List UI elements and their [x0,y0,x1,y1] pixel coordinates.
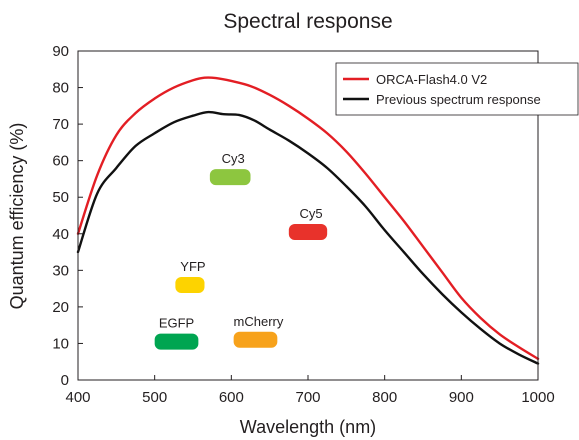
band-mcherry [233,331,278,348]
x-tick-label: 600 [219,389,244,406]
band-label-mcherry: mCherry [234,314,284,329]
band-yfp [175,276,205,293]
y-tick-label: 70 [52,116,69,133]
x-tick-label: 500 [142,389,167,406]
series-line-1 [76,76,540,360]
x-axis-label: Wavelength (nm) [240,417,376,437]
y-tick-label: 10 [52,335,69,352]
x-tick-label: 900 [449,389,474,406]
band-label-cy3: Cy3 [222,151,245,166]
band-egfp [154,333,199,350]
legend-box [335,62,579,116]
legend: ORCA-Flash4.0 V2 Previous spectrum respon… [335,62,579,116]
y-tick-label: 40 [52,226,69,243]
series-lines [76,76,540,365]
y-tick-label: 90 [52,43,69,60]
y-tick-label: 0 [61,372,69,389]
band-cy3 [209,169,251,186]
y-tick-label: 20 [52,299,69,316]
y-axis-label: Quantum efficiency (%) [7,123,27,310]
legend-label-2: Previous spectrum response [376,92,541,107]
band-label-egfp: EGFP [159,316,194,331]
y-axis-ticks: 0 10 20 30 40 50 60 70 80 90 [52,43,83,389]
series-line-2 [76,110,540,365]
legend-label-1: ORCA-Flash4.0 V2 [376,72,487,87]
fluorophore-bands: Cy3 Cy5 YFP EGFP mCherry [154,151,328,350]
y-tick-label: 50 [52,189,69,206]
y-tick-label: 30 [52,262,69,279]
x-tick-label: 1000 [521,389,554,406]
band-label-cy5: Cy5 [299,206,322,221]
chart-title: Spectral response [223,10,392,33]
y-tick-label: 80 [52,80,69,97]
band-label-yfp: YFP [180,259,205,274]
x-tick-label: 400 [65,389,90,406]
x-tick-label: 700 [295,389,320,406]
y-tick-label: 60 [52,153,69,170]
band-cy5 [288,223,328,240]
x-tick-label: 800 [372,389,397,406]
x-axis-ticks: 400 500 600 700 800 900 1000 [65,375,555,406]
